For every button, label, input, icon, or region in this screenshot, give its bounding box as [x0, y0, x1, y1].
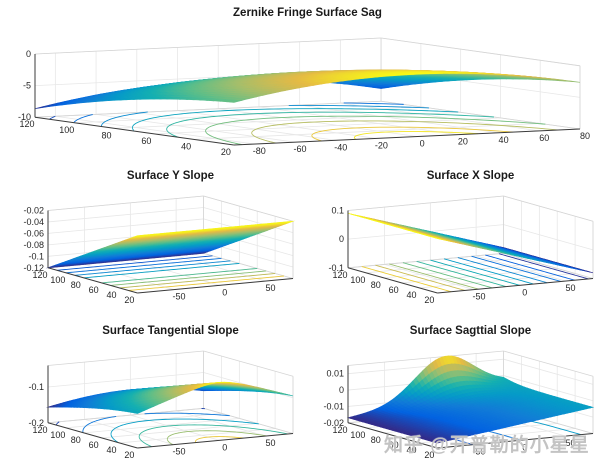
plot-title-sagittal-slope: Surface Sagttial Slope: [409, 325, 532, 337]
plot-title-x-slope: Surface X Slope: [426, 170, 515, 182]
plot-title-y-slope: Surface Y Slope: [126, 170, 215, 182]
watermark: 知乎 @开普勒的小星星: [384, 435, 590, 456]
plot-title-sag: Zernike Fringe Surface Sag: [233, 7, 382, 19]
plot-title-tangential-slope: Surface Tangential Slope: [102, 325, 239, 337]
